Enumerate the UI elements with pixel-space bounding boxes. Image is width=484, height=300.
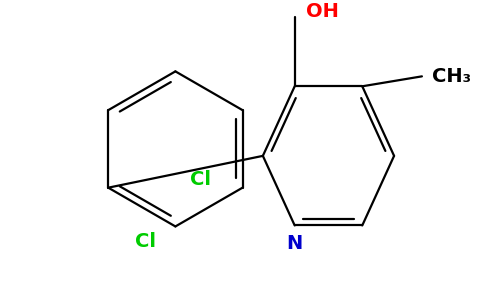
- Text: Cl: Cl: [135, 232, 156, 251]
- Text: Cl: Cl: [190, 170, 212, 189]
- Text: OH: OH: [306, 2, 339, 21]
- Text: N: N: [287, 234, 303, 253]
- Text: CH₃: CH₃: [432, 67, 471, 86]
